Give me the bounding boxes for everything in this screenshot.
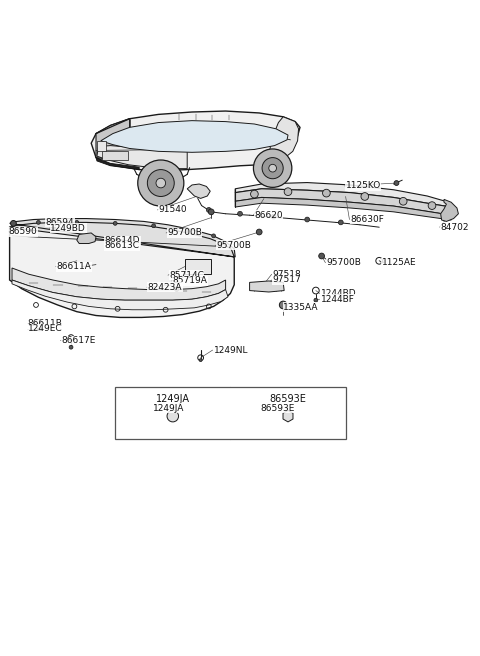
- Polygon shape: [12, 280, 228, 310]
- Circle shape: [284, 188, 292, 195]
- Text: 1249EC: 1249EC: [28, 325, 62, 333]
- Polygon shape: [235, 197, 451, 220]
- Circle shape: [305, 217, 310, 222]
- Polygon shape: [101, 121, 288, 152]
- Polygon shape: [250, 281, 284, 292]
- Text: 86630F: 86630F: [350, 215, 384, 224]
- Circle shape: [323, 190, 330, 197]
- Polygon shape: [12, 268, 226, 300]
- Text: 1244BF: 1244BF: [321, 295, 355, 304]
- Text: 86611A: 86611A: [57, 262, 92, 271]
- Circle shape: [279, 301, 287, 309]
- Text: 1335AA: 1335AA: [283, 303, 319, 312]
- Text: 1249NL: 1249NL: [214, 346, 248, 355]
- Polygon shape: [187, 184, 210, 198]
- Polygon shape: [77, 233, 96, 243]
- Circle shape: [36, 220, 40, 224]
- Circle shape: [206, 207, 211, 213]
- Text: 97517: 97517: [273, 276, 301, 285]
- Circle shape: [269, 164, 276, 172]
- Polygon shape: [235, 182, 451, 207]
- Circle shape: [399, 197, 407, 205]
- Text: 1249BD: 1249BD: [50, 224, 86, 233]
- Circle shape: [52, 225, 56, 229]
- Circle shape: [37, 327, 41, 331]
- Text: 1249JA: 1249JA: [156, 394, 190, 404]
- Text: 86613C: 86613C: [105, 241, 140, 251]
- Text: 95700B: 95700B: [326, 258, 361, 267]
- Circle shape: [199, 359, 202, 361]
- Circle shape: [138, 160, 184, 206]
- Circle shape: [238, 211, 242, 216]
- Text: 91540: 91540: [158, 205, 187, 215]
- Text: 86617E: 86617E: [61, 336, 96, 345]
- Circle shape: [271, 215, 276, 219]
- Circle shape: [152, 224, 156, 228]
- Text: 1244BD: 1244BD: [321, 289, 356, 298]
- Circle shape: [319, 253, 324, 259]
- Circle shape: [185, 228, 189, 232]
- Circle shape: [11, 220, 16, 226]
- Text: 1125AE: 1125AE: [382, 258, 416, 267]
- Polygon shape: [96, 157, 139, 170]
- Circle shape: [208, 209, 214, 215]
- Polygon shape: [97, 146, 187, 169]
- Circle shape: [428, 202, 436, 209]
- Circle shape: [256, 229, 262, 235]
- Bar: [185, 259, 211, 274]
- Circle shape: [251, 190, 258, 198]
- Text: 86593E: 86593E: [260, 403, 295, 413]
- Text: 84702: 84702: [441, 222, 469, 232]
- Polygon shape: [259, 117, 299, 165]
- Bar: [97, 141, 106, 152]
- Text: 85719A: 85719A: [173, 276, 208, 285]
- Circle shape: [147, 170, 174, 197]
- Polygon shape: [235, 189, 451, 215]
- Circle shape: [338, 220, 343, 225]
- Text: 86594: 86594: [46, 218, 74, 227]
- Text: 86593E: 86593E: [270, 394, 306, 404]
- Circle shape: [262, 157, 283, 178]
- Polygon shape: [10, 218, 235, 257]
- Text: 86590: 86590: [9, 228, 37, 237]
- Circle shape: [394, 180, 399, 186]
- Text: 95700B: 95700B: [167, 228, 202, 237]
- Circle shape: [175, 288, 179, 291]
- Polygon shape: [283, 411, 293, 422]
- Text: 82423A: 82423A: [148, 283, 182, 292]
- Circle shape: [69, 345, 73, 349]
- Polygon shape: [91, 111, 300, 171]
- Text: 97518: 97518: [273, 270, 301, 279]
- Text: 1125KO: 1125KO: [346, 182, 381, 190]
- Text: 86611B: 86611B: [28, 319, 63, 328]
- Bar: [115, 386, 346, 440]
- Text: 86614D: 86614D: [105, 236, 140, 245]
- Circle shape: [156, 178, 166, 188]
- Text: 86620: 86620: [254, 211, 283, 220]
- Polygon shape: [441, 199, 458, 222]
- Circle shape: [314, 298, 318, 302]
- Text: 95700B: 95700B: [216, 241, 251, 250]
- Circle shape: [51, 219, 56, 224]
- Bar: [102, 152, 128, 160]
- Polygon shape: [96, 119, 130, 159]
- Text: 1249JA: 1249JA: [153, 403, 185, 413]
- Text: 85714C: 85714C: [169, 271, 204, 279]
- Circle shape: [75, 220, 79, 224]
- Circle shape: [167, 411, 179, 422]
- Circle shape: [212, 234, 216, 237]
- Polygon shape: [10, 222, 234, 318]
- Circle shape: [113, 222, 117, 225]
- Circle shape: [253, 149, 292, 188]
- Circle shape: [361, 193, 369, 200]
